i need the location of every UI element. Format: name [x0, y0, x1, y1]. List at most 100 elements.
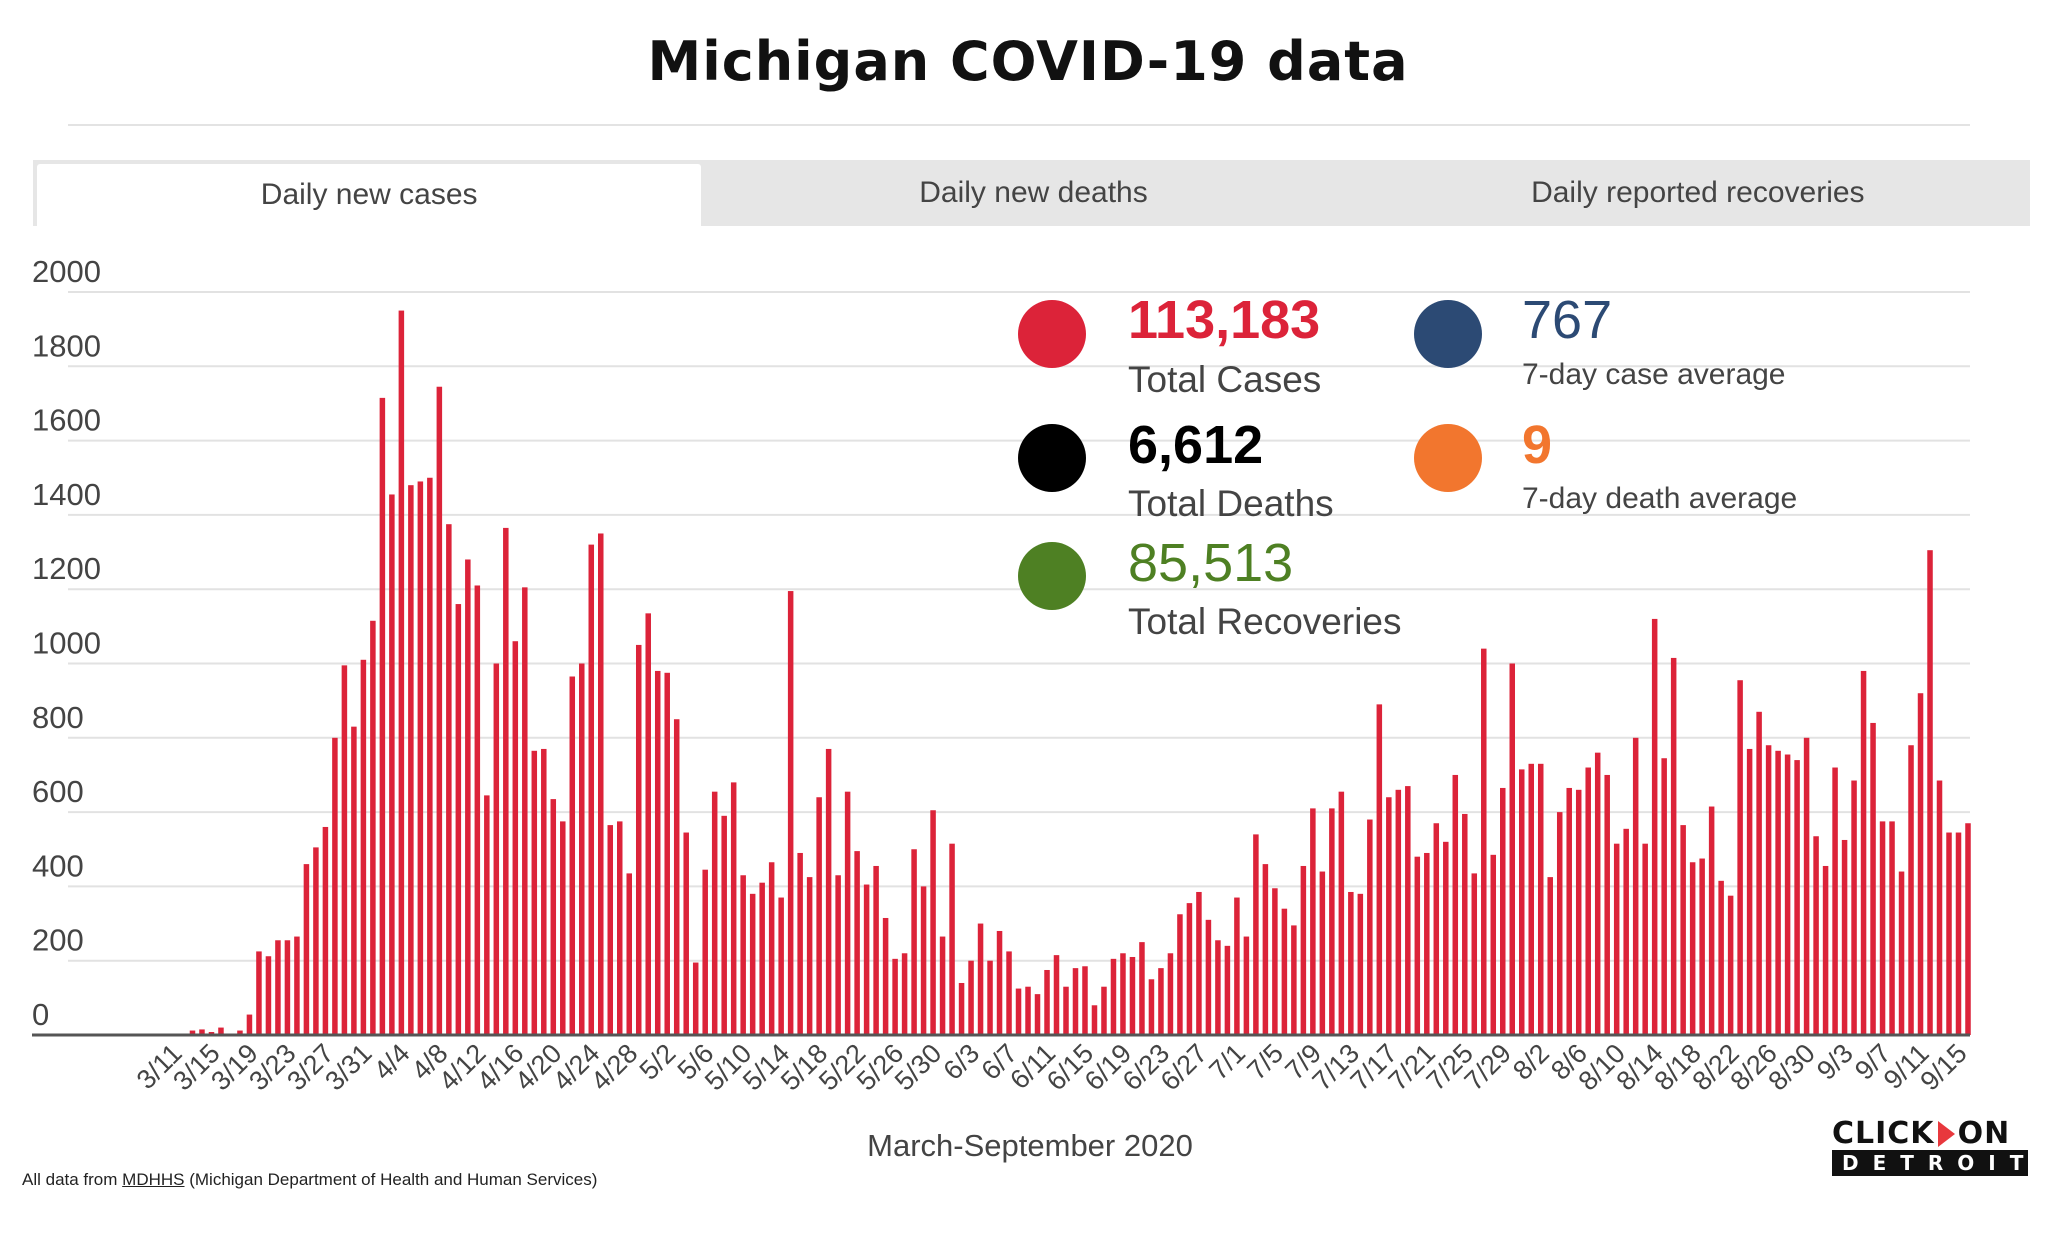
bar	[635, 644, 642, 1035]
bar	[949, 843, 955, 1035]
bar	[1623, 828, 1629, 1035]
bar	[246, 1014, 253, 1035]
play-triangle-icon	[1937, 1121, 1955, 1147]
bar	[711, 791, 718, 1035]
bar	[721, 815, 727, 1035]
bar	[996, 930, 1003, 1035]
bar	[1101, 986, 1107, 1035]
bar	[1860, 670, 1867, 1035]
bar	[1613, 843, 1620, 1035]
bar	[1405, 786, 1411, 1035]
bar	[465, 559, 471, 1035]
page-title: Michigan COVID-19 data	[647, 30, 1409, 93]
x-tick-label: 7/29	[1459, 1038, 1517, 1096]
bar	[759, 882, 765, 1035]
bar	[199, 1029, 205, 1035]
tab-daily-reported-recoveries[interactable]: Daily reported recoveries	[1531, 176, 1865, 209]
bar	[1651, 618, 1658, 1035]
bar	[512, 641, 519, 1035]
bar	[1082, 966, 1088, 1035]
bar	[370, 620, 376, 1035]
bar	[749, 893, 756, 1035]
tab-daily-new-deaths[interactable]: Daily new deaths	[919, 176, 1148, 209]
clickondetroit-logo: CLICK ON DETROIT	[1832, 1118, 2028, 1176]
bar	[1851, 780, 1857, 1035]
bar	[1661, 758, 1667, 1035]
bar	[1632, 737, 1639, 1035]
bar	[1186, 903, 1193, 1035]
bar	[1604, 774, 1610, 1035]
bar	[446, 524, 452, 1035]
bar	[1509, 663, 1516, 1035]
bar	[256, 951, 262, 1035]
logo-detroit: DETROIT	[1832, 1150, 2028, 1176]
bar	[1452, 774, 1459, 1035]
bar	[730, 782, 737, 1035]
x-axis-label: March-September 2020	[867, 1128, 1193, 1163]
tab-daily-new-cases[interactable]: Daily new cases	[37, 164, 702, 226]
bar	[1091, 1005, 1098, 1035]
bar	[844, 791, 851, 1035]
bar	[1376, 704, 1383, 1035]
bar	[911, 849, 917, 1035]
y-tick-label: 800	[32, 700, 84, 735]
bar	[1832, 767, 1838, 1035]
bar	[1072, 968, 1079, 1035]
bar	[1281, 908, 1288, 1035]
y-tick-label: 1200	[32, 551, 101, 586]
bar	[806, 877, 813, 1035]
bar	[436, 386, 443, 1035]
bar	[1500, 787, 1506, 1035]
bar	[1158, 968, 1164, 1035]
y-tick-label: 0	[32, 997, 49, 1032]
bar	[1291, 925, 1297, 1035]
bar	[692, 962, 699, 1035]
bar	[1262, 864, 1269, 1035]
bar	[673, 719, 680, 1035]
bar	[968, 960, 974, 1035]
bar	[654, 670, 661, 1035]
bar	[626, 873, 632, 1035]
bar	[607, 825, 614, 1035]
bar	[882, 917, 889, 1035]
bar	[313, 847, 319, 1035]
bar	[332, 737, 338, 1035]
death-average-label: 7-day death average	[1522, 482, 1798, 515]
bar	[854, 851, 860, 1035]
bar	[958, 982, 965, 1035]
mdhhs-link[interactable]: MDHHS	[122, 1170, 185, 1189]
bar	[1272, 888, 1278, 1035]
death-average-value: 9	[1522, 415, 1553, 475]
bar	[778, 897, 784, 1035]
x-tick-label: 5/30	[889, 1038, 947, 1096]
y-tick-label: 1600	[32, 403, 101, 438]
bar	[1927, 550, 1933, 1035]
bar	[1177, 914, 1183, 1035]
bar	[1329, 808, 1335, 1035]
total-recoveries-value: 85,513	[1128, 533, 1294, 593]
bar	[294, 936, 300, 1035]
bar	[417, 481, 424, 1036]
bar	[1196, 891, 1202, 1035]
bar	[389, 494, 395, 1035]
x-axis-ticks: 3/113/153/193/233/273/314/44/84/124/164/…	[131, 1038, 1973, 1096]
bar	[1319, 871, 1326, 1035]
bar	[616, 821, 623, 1035]
bar	[1775, 750, 1781, 1035]
bar	[569, 676, 576, 1035]
y-tick-label: 1400	[32, 477, 101, 512]
bar	[930, 810, 936, 1035]
bar	[863, 884, 870, 1035]
bar	[322, 826, 329, 1035]
bar	[1727, 895, 1734, 1035]
bars	[161, 310, 1971, 1036]
x-tick-label: 4/28	[585, 1038, 643, 1096]
bar	[1946, 832, 1952, 1035]
bar	[550, 799, 557, 1035]
bar	[920, 886, 927, 1035]
bar	[588, 544, 595, 1035]
bar	[1462, 813, 1468, 1035]
bar	[1708, 806, 1715, 1035]
bar	[1575, 789, 1582, 1035]
